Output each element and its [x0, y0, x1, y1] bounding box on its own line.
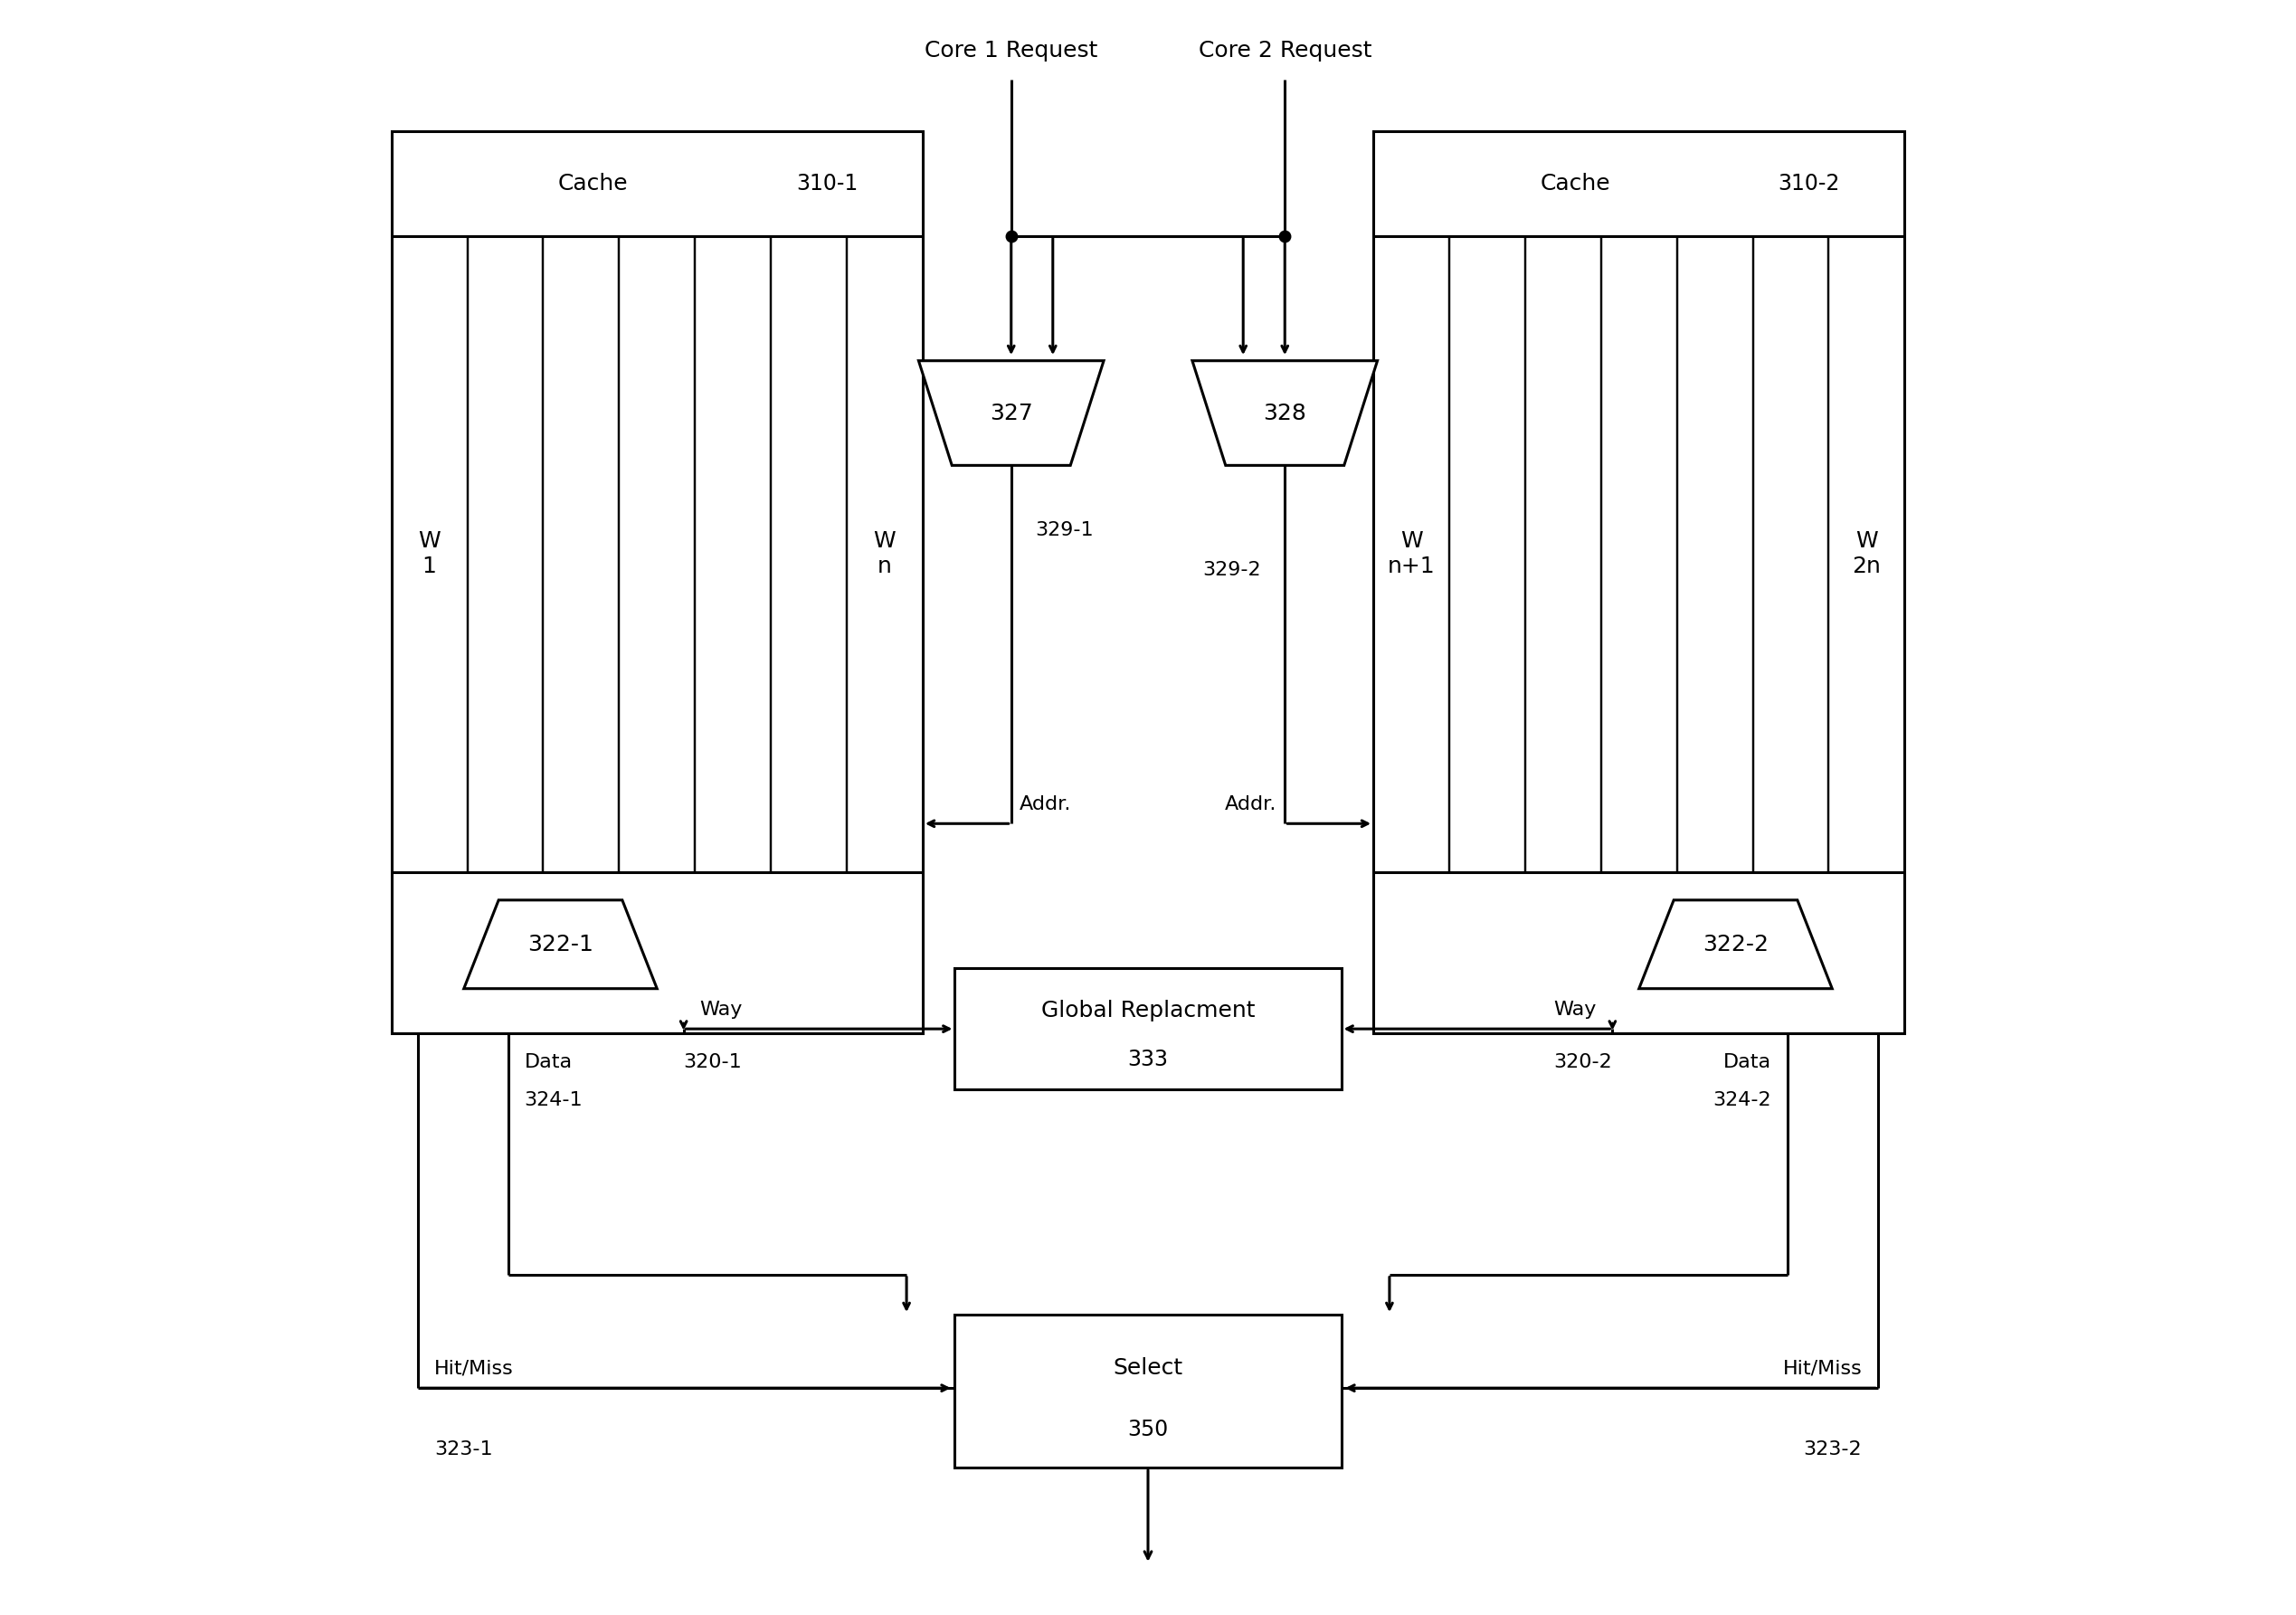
Text: 328: 328 — [1263, 402, 1306, 423]
Text: 324-2: 324-2 — [1713, 1092, 1773, 1110]
Polygon shape — [1192, 360, 1378, 465]
Text: 320-1: 320-1 — [684, 1053, 742, 1071]
Bar — [955, 1315, 1341, 1468]
Bar — [390, 131, 923, 1034]
Text: Addr.: Addr. — [1019, 795, 1072, 814]
Text: Data: Data — [523, 1053, 572, 1071]
Text: Select: Select — [1114, 1357, 1182, 1379]
Bar — [1373, 131, 1906, 1034]
Text: 324-1: 324-1 — [523, 1092, 583, 1110]
Text: Way: Way — [1554, 1001, 1596, 1019]
Text: Cache: Cache — [1541, 173, 1609, 194]
Text: 310-1: 310-1 — [797, 173, 859, 194]
Bar — [955, 969, 1341, 1089]
Text: W
n+1: W n+1 — [1387, 530, 1435, 578]
Text: 329-1: 329-1 — [1035, 520, 1093, 539]
Text: Way: Way — [700, 1001, 742, 1019]
Text: 322-1: 322-1 — [528, 933, 592, 954]
Text: W
2n: W 2n — [1853, 530, 1880, 578]
Text: Addr.: Addr. — [1224, 795, 1277, 814]
Text: Cache: Cache — [558, 173, 629, 194]
Text: 333: 333 — [1127, 1048, 1169, 1069]
Polygon shape — [1639, 900, 1832, 988]
Text: 323-1: 323-1 — [434, 1441, 494, 1458]
Text: Core 2 Request: Core 2 Request — [1199, 40, 1371, 61]
Text: Hit/Miss: Hit/Miss — [1782, 1360, 1862, 1378]
Polygon shape — [464, 900, 657, 988]
Text: Data: Data — [1724, 1053, 1773, 1071]
Polygon shape — [918, 360, 1104, 465]
Text: 320-2: 320-2 — [1554, 1053, 1612, 1071]
Text: 329-2: 329-2 — [1203, 560, 1261, 580]
Text: W
1: W 1 — [418, 530, 441, 578]
Text: 327: 327 — [990, 402, 1033, 423]
Text: 322-2: 322-2 — [1704, 933, 1768, 954]
Text: W
n: W n — [872, 530, 895, 578]
Text: 350: 350 — [1127, 1418, 1169, 1441]
Text: 323-2: 323-2 — [1802, 1441, 1862, 1458]
Text: 310-2: 310-2 — [1777, 173, 1839, 194]
Text: Global Replacment: Global Replacment — [1040, 1000, 1256, 1022]
Text: Core 1 Request: Core 1 Request — [925, 40, 1097, 61]
Text: Hit/Miss: Hit/Miss — [434, 1360, 514, 1378]
